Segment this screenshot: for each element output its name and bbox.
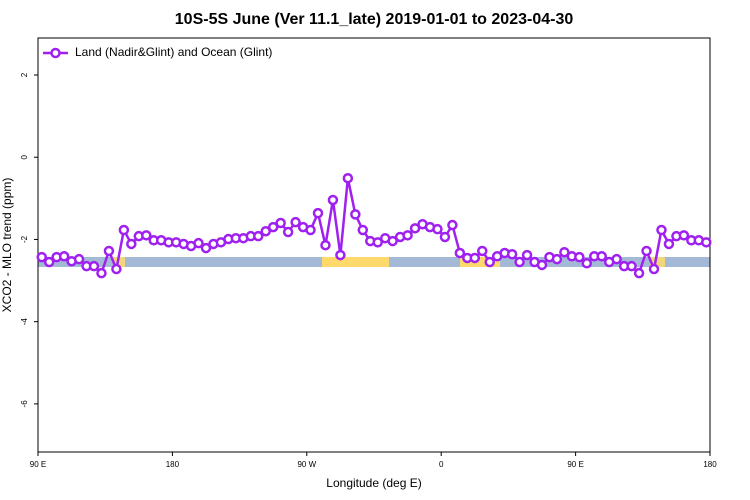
data-point [656, 224, 667, 236]
data-point [141, 230, 152, 241]
x-axis-label: Longitude (deg E) [326, 476, 421, 490]
data-point [626, 260, 637, 272]
data-point [439, 231, 451, 243]
data-point [701, 237, 712, 248]
data-point [126, 238, 137, 250]
data-point [506, 249, 518, 260]
y-tick-label: 0 [20, 154, 29, 159]
data-point [372, 237, 383, 248]
y-tick-label: 2 [20, 72, 29, 77]
data-point [447, 219, 458, 231]
data-point [58, 251, 70, 262]
x-tick-label: 0 [439, 460, 444, 469]
data-point [96, 267, 107, 279]
data-point [484, 256, 495, 268]
data-point [432, 223, 443, 235]
data-point [342, 172, 354, 184]
chart-title: 10S-5S June (Ver 11.1_late) 2019-01-01 t… [175, 11, 574, 28]
data-point [111, 263, 122, 275]
land-band [322, 257, 389, 267]
data-point [574, 251, 585, 263]
data-point [469, 252, 481, 264]
data-point [521, 249, 533, 261]
data-point [312, 207, 324, 219]
data-point [327, 194, 339, 206]
data-point [118, 224, 130, 236]
data-point [193, 237, 204, 249]
x-tick-label: 90 W [297, 460, 316, 469]
data-point [275, 217, 286, 229]
land-band [650, 257, 665, 267]
data-point [402, 230, 413, 241]
data-point [648, 263, 660, 275]
data-point [290, 216, 301, 228]
data-point [514, 256, 525, 268]
data-point [253, 230, 264, 242]
y-tick-label: -2 [20, 235, 29, 243]
data-point [536, 259, 548, 271]
data-point [357, 224, 369, 236]
data-point [200, 242, 212, 254]
data-point [477, 245, 488, 257]
data-point [409, 223, 421, 234]
data-point [267, 221, 279, 233]
plot-area: -6 -4 -2 0 2 90 E 180 90 W 0 90 E 180 Land (Nadir&G… [20, 45, 717, 469]
legend-marker [50, 47, 61, 59]
y-tick-label: -4 [20, 318, 29, 326]
data-point [663, 238, 675, 250]
data-point [454, 247, 466, 259]
legend-label: Land (Nadir&Glint) and Ocean (Glint) [75, 45, 272, 59]
x-tick-label: 180 [166, 460, 180, 469]
data-point [559, 246, 570, 258]
data-point [305, 224, 316, 236]
land-band [460, 257, 500, 267]
data-point [260, 225, 271, 237]
x-tick-label: 90 E [567, 460, 583, 469]
x-tick-label: 90 E [30, 460, 46, 469]
data-point [282, 226, 294, 238]
data-point [596, 251, 607, 262]
data-point [678, 230, 690, 241]
data-point [73, 253, 85, 265]
y-axis-label: XCO2 - MLO trend (ppm) [0, 178, 14, 313]
data-point [36, 251, 47, 263]
y-tick-label: -6 [20, 400, 29, 408]
data-point [103, 245, 115, 257]
data-point [320, 239, 331, 251]
data-point [350, 209, 361, 220]
x-tick-label: 180 [703, 460, 717, 469]
data-point [387, 235, 398, 247]
data-point [641, 245, 652, 257]
data-point [88, 260, 100, 272]
data-point [551, 253, 563, 265]
data-point [581, 258, 593, 269]
data-point [611, 253, 622, 265]
data-point [633, 267, 645, 279]
data-point [335, 249, 346, 261]
data-point [43, 256, 55, 268]
